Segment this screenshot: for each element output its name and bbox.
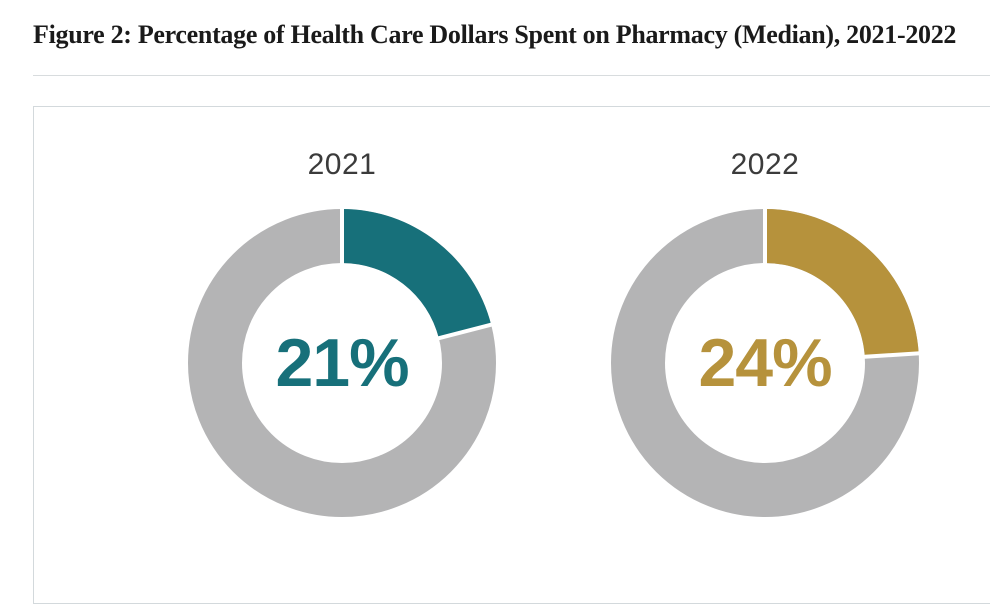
donut-ring-2021	[188, 208, 496, 517]
donut-ring-2022	[611, 208, 920, 517]
figure-title: Figure 2: Percentage of Health Care Doll…	[33, 20, 957, 49]
donut-wrap-2021: 21%	[187, 208, 497, 518]
donut-wrap-2022: 24%	[610, 208, 920, 518]
donut-chart-2022: 2022 24%	[610, 145, 920, 518]
year-label-2021: 2021	[307, 148, 377, 181]
donut-chart-2021: 2021 21%	[187, 145, 497, 518]
title-divider	[33, 75, 990, 76]
year-label-2022: 2022	[730, 148, 800, 181]
chart-card: 2021 21% 2022 24%	[33, 106, 990, 604]
